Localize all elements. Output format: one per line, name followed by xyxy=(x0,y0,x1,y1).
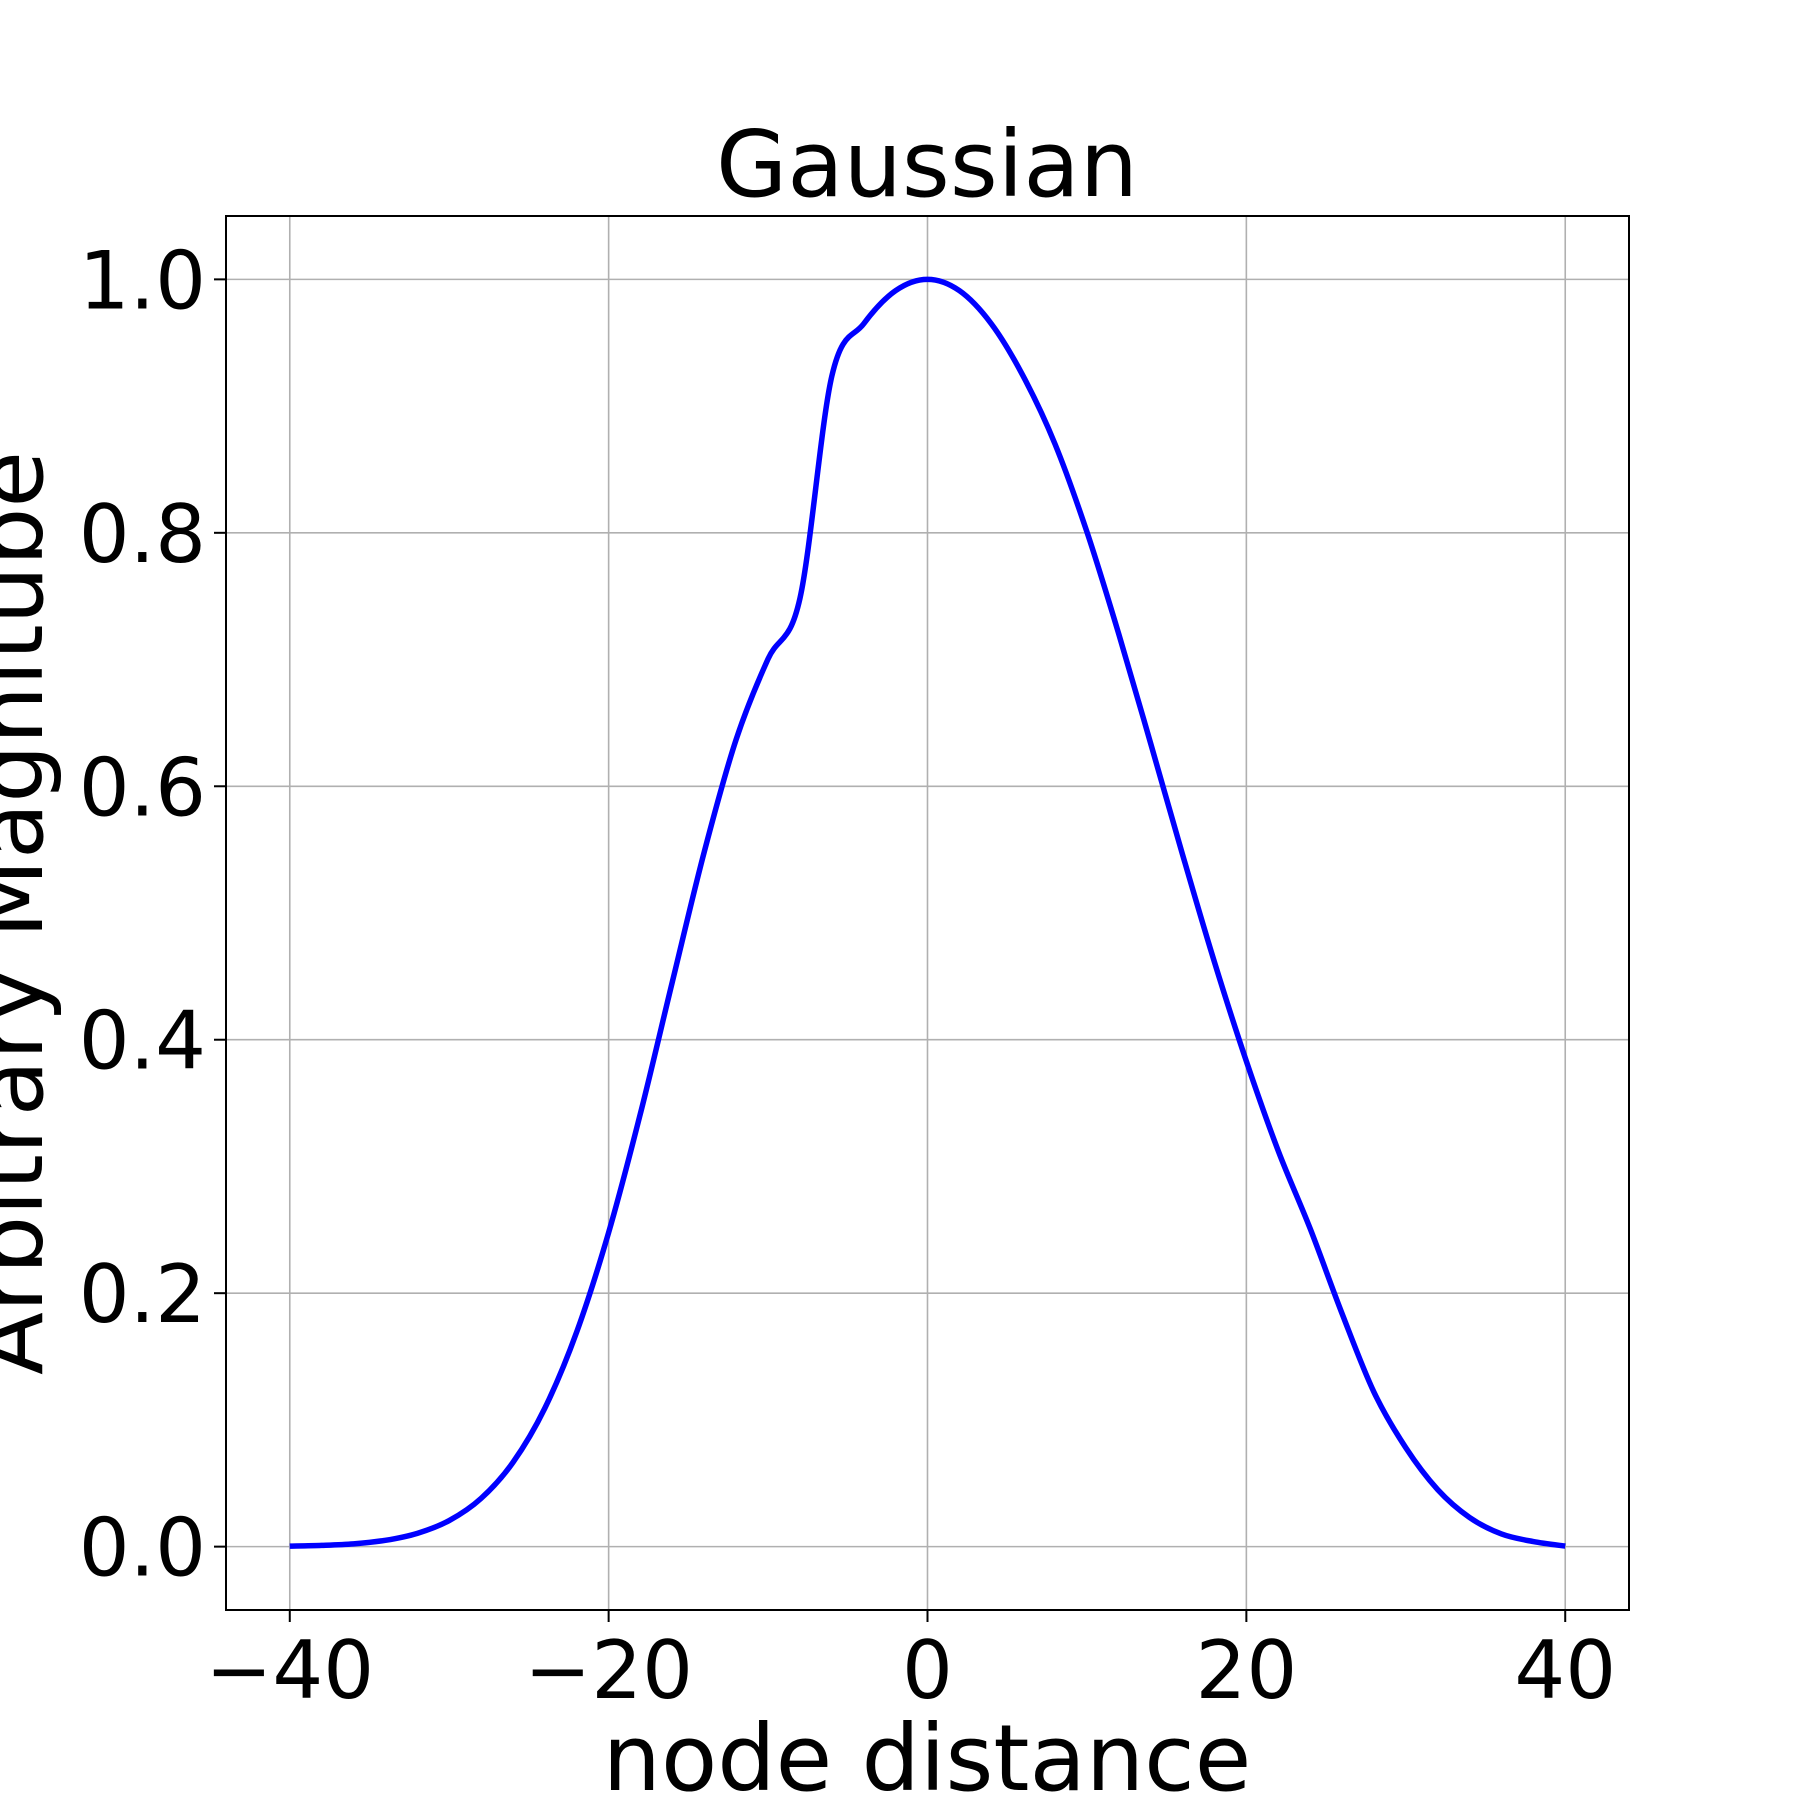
x-axis-label: node distance xyxy=(603,1705,1252,1800)
gaussian-curve xyxy=(289,276,1566,1549)
y-tick-label: 0.4 xyxy=(79,995,206,1088)
series-layer xyxy=(289,276,1566,1549)
y-axis-label: Arbitrary Magnitube xyxy=(0,451,64,1375)
grid-lines xyxy=(226,216,1629,1610)
y-tick-label: 0.6 xyxy=(79,741,206,834)
x-tick-label: 0 xyxy=(902,1624,953,1717)
x-tick-label: 20 xyxy=(1195,1624,1297,1717)
y-tick-label: 1.0 xyxy=(79,234,206,327)
x-tick-label: 40 xyxy=(1514,1624,1616,1717)
x-tick-label: −40 xyxy=(205,1624,374,1717)
x-tick-label: −20 xyxy=(524,1624,693,1717)
chart-title: Gaussian xyxy=(716,111,1138,218)
tick-layer: −40 −20 0 20 40 0.0 0.2 0.4 0.6 0.8 1.0 xyxy=(79,234,1616,1717)
y-tick-label: 0.8 xyxy=(79,488,206,581)
y-tick-label: 0.2 xyxy=(79,1248,206,1341)
y-tick-label: 0.0 xyxy=(79,1502,206,1595)
